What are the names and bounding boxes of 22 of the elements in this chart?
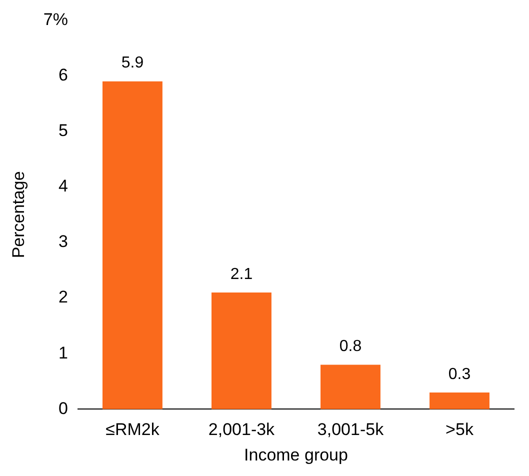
- y-tick-label: 0: [58, 398, 68, 418]
- x-tick-label: 2,001-3k: [208, 420, 276, 440]
- y-tick-label: 1: [58, 343, 68, 362]
- x-tick-label: 3,001-5k: [317, 420, 384, 440]
- bar: [102, 81, 162, 410]
- y-axis-title: Percentage: [8, 171, 28, 258]
- data-label: 5.9: [121, 54, 144, 72]
- y-tick-label: 6: [58, 65, 68, 84]
- data-label: 0.3: [448, 366, 471, 383]
- bar: [320, 364, 380, 410]
- bar: [212, 292, 272, 410]
- x-tick-label: >5k: [446, 420, 474, 440]
- data-label: 0.8: [339, 338, 362, 356]
- y-tick-label: 7%: [43, 10, 68, 29]
- y-tick-label: 2: [58, 288, 68, 307]
- y-tick-label: 3: [58, 232, 68, 252]
- data-label: 2.1: [230, 266, 253, 283]
- x-tick-label: ≤RM2k: [106, 420, 160, 440]
- y-tick-label: 4: [58, 176, 68, 196]
- bar: [430, 392, 490, 410]
- x-axis-title: Income group: [244, 445, 348, 464]
- y-tick-label: 5: [58, 121, 68, 140]
